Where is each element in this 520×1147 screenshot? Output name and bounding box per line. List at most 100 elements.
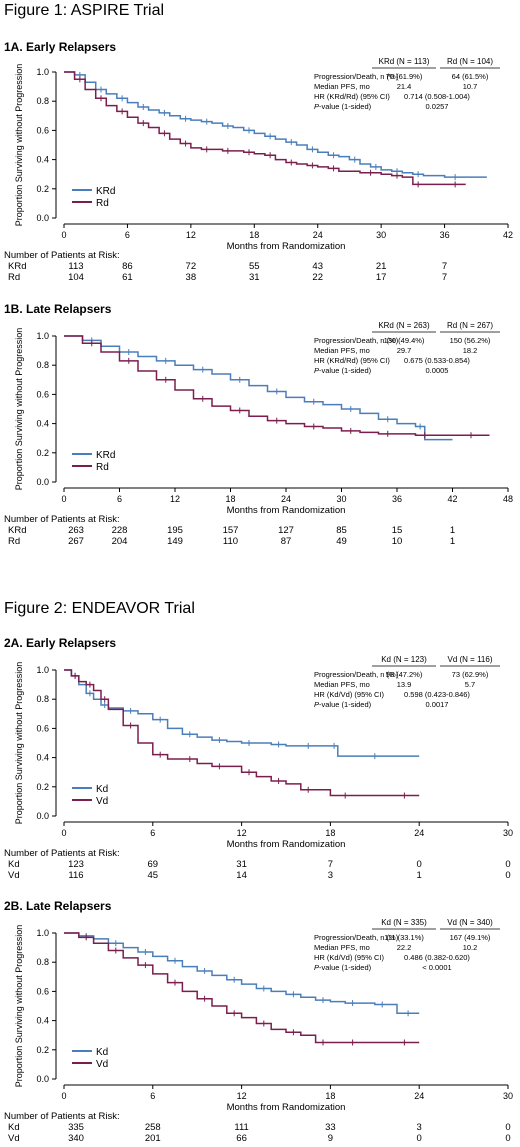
risk-row-label: Rd — [8, 272, 21, 283]
y-tick-label: 0.4 — [36, 419, 49, 429]
x-tick-label: 36 — [392, 494, 402, 504]
risk-value: 267 — [68, 536, 84, 547]
stats-value-combined: 0.0257 — [426, 102, 449, 111]
risk-value: 0 — [505, 870, 511, 881]
risk-value: 0 — [505, 1133, 511, 1144]
y-tick-label: 0.4 — [36, 1016, 49, 1026]
x-tick-label: 0 — [61, 1091, 66, 1101]
stats-value-b: 167 (49.1%) — [450, 933, 491, 942]
risk-value: 104 — [68, 272, 84, 283]
risk-row-label: Rd — [8, 536, 21, 547]
risk-value: 201 — [144, 1133, 161, 1144]
stats-value-a: 58 (47.2%) — [386, 670, 423, 679]
km-plot-2a: 0.0 0.2 0.4 0.6 0.8 1.0 0 6 12 18 24 30 Months from … — [14, 655, 513, 850]
stats-value-combined: 0.598 (0.423-0.846) — [404, 690, 470, 699]
risk-value: 110 — [222, 536, 239, 547]
risk-value: 340 — [68, 1133, 84, 1144]
risk-value: 258 — [144, 1122, 161, 1133]
risk-value: 14 — [236, 870, 247, 881]
legend-label-kd: Kd — [96, 784, 108, 795]
y-tick-label: 0.2 — [36, 448, 49, 458]
stats-row-label: Median PFS, mo — [314, 943, 370, 952]
risk-value: 7 — [441, 261, 448, 272]
stats-value-combined: 0.675 (0.533-0.854) — [404, 356, 470, 365]
risk-table-1b: Number of Patients at Risk: KRd 263 228 195 1… — [0, 514, 520, 550]
stats-row-label: Median PFS, mo — [314, 346, 370, 355]
stats-value-combined: 0.0005 — [426, 366, 449, 375]
risk-header: Number of Patients at Risk: — [4, 514, 120, 525]
stats-row-label: Progression/Death, n (%) — [314, 336, 399, 345]
y-tick-label: 0.8 — [36, 694, 49, 704]
risk-value: 86 — [122, 261, 133, 272]
risk-value: 22 — [312, 272, 323, 283]
p-italic: P — [314, 102, 319, 111]
x-tick-label: 42 — [447, 494, 457, 504]
risk-value: 85 — [336, 525, 347, 536]
y-tick-label: 0.8 — [36, 96, 49, 106]
risk-value: 49 — [336, 536, 347, 547]
stats-row-label: P-value (1-sided) — [314, 963, 372, 972]
y-tick-label: 0.4 — [36, 753, 49, 763]
x-tick-label: 24 — [414, 828, 424, 838]
risk-table-2b: Number of Patients at Risk: Kd 335 258 111 33… — [0, 1111, 520, 1147]
risk-value: 3 — [327, 870, 334, 881]
stats-value-combined: 0.714 (0.508-1.004) — [404, 92, 470, 101]
y-tick-label: 0.8 — [36, 360, 49, 370]
risk-value: 9 — [327, 1133, 334, 1144]
stats-value-a: 21.4 — [397, 82, 412, 91]
stats-value-combined: 0.486 (0.382-0.620) — [404, 953, 470, 962]
risk-value: 7 — [441, 272, 448, 283]
stats-col-b: Vd (N = 116) — [448, 655, 493, 664]
legend-label-rd: Rd — [96, 462, 109, 473]
y-tick-label: 0.6 — [36, 986, 49, 996]
risk-header: Number of Patients at Risk: — [4, 250, 120, 261]
x-tick-label: 30 — [376, 230, 386, 240]
stats-row-label: Progression/Death, n (%) — [314, 72, 399, 81]
x-tick-label: 36 — [440, 230, 450, 240]
risk-value: 1 — [449, 525, 456, 536]
x-tick-label: 6 — [117, 494, 122, 504]
stats-value-b: 18.2 — [463, 346, 478, 355]
y-tick-label: 1.0 — [36, 67, 49, 77]
y-axis-label: Proportion Surviving without Progression — [14, 328, 24, 491]
risk-row-label: Vd — [8, 1133, 20, 1144]
x-axis-label: Months from Randomization — [227, 241, 346, 252]
risk-value: 195 — [167, 525, 183, 536]
km-plot-2b: 0.0 0.2 0.4 0.6 0.8 1.0 0 6 12 18 24 30 Months from … — [14, 918, 513, 1113]
y-tick-label: 0.0 — [36, 477, 49, 487]
risk-value: 69 — [147, 859, 159, 870]
panel-2b-title: 2B. Late Relapsers — [4, 899, 112, 913]
stats-row-label: P-value (1-sided) — [314, 102, 372, 111]
p-italic: P — [314, 963, 319, 972]
y-tick-label: 0.2 — [36, 782, 49, 792]
risk-value: 66 — [236, 1133, 247, 1144]
stats-row-label: HR (Kd/Vd) (95% CI) — [314, 690, 385, 699]
panel-2a-title: 2A. Early Relapsers — [4, 636, 117, 650]
panel-1a-title: 1A. Early Relapsers — [4, 40, 117, 54]
risk-value: 45 — [147, 870, 159, 881]
y-tick-label: 0.0 — [36, 1074, 49, 1084]
risk-row-label: Kd — [8, 1122, 20, 1133]
x-tick-label: 12 — [186, 230, 196, 240]
stats-col-a: KRd (N = 113) — [379, 57, 430, 66]
risk-value: 31 — [248, 272, 260, 283]
risk-value: 111 — [234, 1122, 249, 1133]
stats-row-label: Progression/Death, n (%) — [314, 933, 399, 942]
risk-value: 113 — [68, 261, 84, 272]
risk-row-label: KRd — [8, 525, 27, 536]
km-plot-1b: 0.0 0.2 0.4 0.6 0.8 1.0 0 6 12 18 24 30 36 42 48 Months… — [14, 321, 513, 516]
stats-col-a: Kd (N = 335) — [381, 918, 427, 927]
risk-value: 87 — [280, 536, 292, 547]
risk-row-label: Vd — [8, 870, 20, 881]
figure-2-title: Figure 2: ENDEAVOR Trial — [4, 600, 195, 617]
series-line-krd — [64, 335, 453, 441]
stats-value-a: 130 (49.4%) — [384, 336, 425, 345]
risk-value: 0 — [505, 859, 511, 870]
stats-value-b: 10.2 — [463, 943, 478, 952]
x-tick-label: 12 — [237, 828, 247, 838]
stats-value-a: 111 (33.1%) — [384, 933, 424, 942]
p-rest: -value (1-sided) — [319, 963, 372, 972]
risk-value: 38 — [185, 272, 197, 283]
y-axis-label: Proportion Surviving without Progression — [14, 662, 24, 825]
y-tick-label: 1.0 — [36, 928, 49, 938]
